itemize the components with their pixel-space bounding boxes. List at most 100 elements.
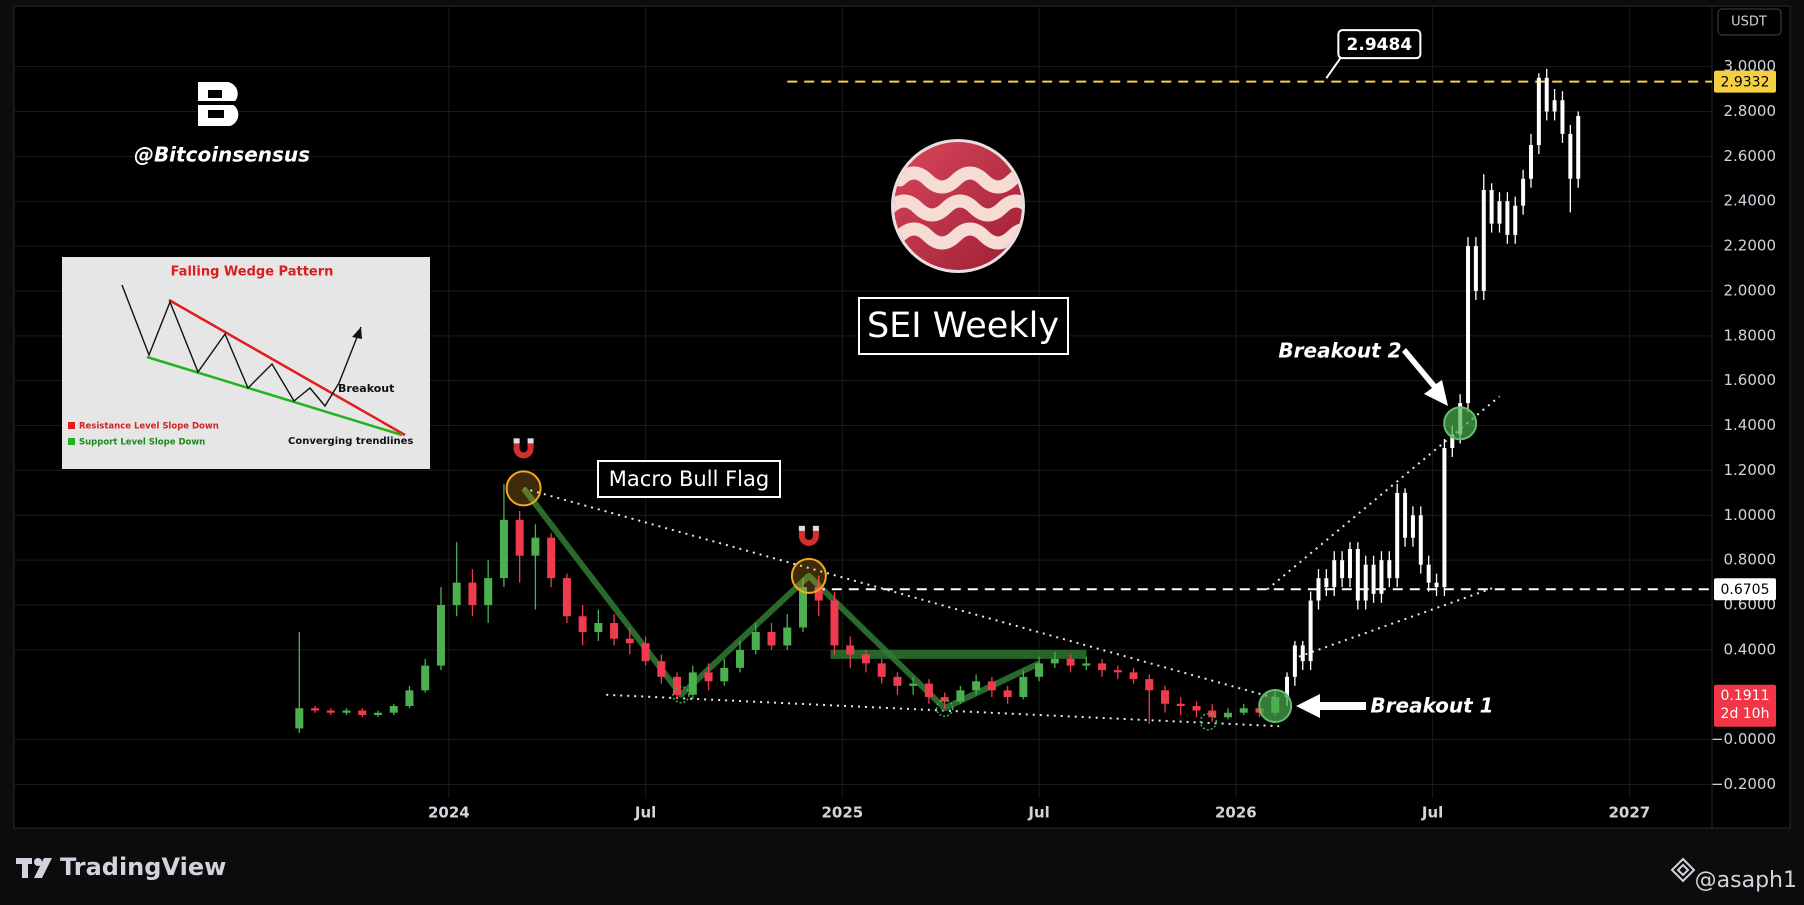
candle-body — [1552, 100, 1557, 112]
breakout-1-label: Breakout 1 — [1370, 694, 1493, 718]
footer-author: @asaph1 — [1695, 868, 1797, 893]
inset-converging: Converging trendlines — [288, 436, 413, 447]
candle-body — [940, 697, 949, 702]
candle-body — [1544, 77, 1549, 112]
inset-resistance: Resistance Level Slope Down — [79, 422, 219, 432]
candle-body — [1379, 560, 1384, 594]
candle-body — [1418, 515, 1423, 565]
candle-body — [1568, 133, 1573, 179]
candle-body — [547, 537, 556, 579]
magnet-point — [505, 470, 542, 507]
magnet-point — [790, 557, 827, 594]
breakout-2-label: Breakout 2 — [1278, 339, 1401, 363]
x-tick-label: Jul — [634, 804, 656, 822]
candle-body — [956, 690, 965, 702]
pattern-label: Macro Bull Flag — [609, 467, 769, 491]
candle-body — [1528, 145, 1533, 179]
candle-body — [798, 587, 807, 628]
candle-body — [861, 654, 870, 664]
candle-body — [1066, 658, 1075, 666]
candle-body — [783, 627, 792, 646]
candle-body — [578, 616, 587, 632]
inset-background — [62, 257, 430, 469]
candle-body — [657, 661, 666, 677]
candle-body — [610, 622, 619, 639]
candle-body — [342, 710, 351, 713]
candle-body — [846, 645, 855, 655]
touch-point — [1199, 712, 1218, 731]
candle-body — [751, 631, 760, 650]
title-box — [858, 297, 1069, 355]
overlays: 2.9332 0.6705 0.1911 2d 10h 2.9484 — [505, 29, 1776, 731]
trendline — [1266, 395, 1501, 591]
candle-body — [767, 631, 776, 646]
y-tick-label: −0.2000 — [1711, 775, 1776, 793]
candle-body — [515, 519, 524, 556]
candle-body — [468, 582, 477, 606]
candle-body — [1239, 708, 1248, 713]
y-tick-label: 0.4000 — [1724, 640, 1777, 658]
candle-body — [1113, 670, 1122, 673]
price-label: 0.6705 — [1721, 582, 1770, 598]
candle-body — [1050, 658, 1059, 664]
candle-body — [673, 676, 682, 695]
inset: Falling Wedge Pattern Breakout Resistanc… — [62, 257, 430, 469]
candle-body — [1513, 205, 1518, 235]
candle-body — [1019, 676, 1028, 698]
candle-body — [1176, 703, 1185, 707]
candle-body — [436, 605, 445, 666]
candle-body — [625, 638, 634, 644]
y-tick-label: 2.6000 — [1724, 147, 1777, 165]
candle-body — [893, 676, 902, 686]
candle-body — [1521, 178, 1526, 206]
magnet-tip — [812, 525, 819, 531]
magnet-tip — [527, 438, 534, 444]
candle-body — [1308, 600, 1313, 662]
y-tick-label: 2.2000 — [1724, 237, 1777, 255]
y-tick-label: 1.8000 — [1724, 326, 1777, 344]
x-tick-label: 2025 — [821, 804, 863, 822]
candle-body — [720, 667, 729, 682]
inset-arrow — [352, 327, 362, 339]
pattern-box — [597, 460, 781, 498]
candle-body — [1316, 578, 1321, 601]
candle-body — [1300, 645, 1305, 662]
brand-logo — [190, 82, 242, 126]
candle-body — [1192, 706, 1201, 711]
candle-body — [877, 663, 886, 677]
candle-body — [909, 683, 918, 686]
candle-body — [814, 587, 823, 601]
breakout-point — [1258, 689, 1293, 724]
candle-body — [1347, 548, 1352, 579]
candle-body — [295, 708, 304, 729]
candle-body — [358, 710, 367, 715]
candle-body — [1450, 434, 1455, 448]
candle-body — [1536, 77, 1541, 146]
candle-body — [1371, 564, 1376, 594]
callout-box — [1337, 29, 1422, 60]
candle-body — [562, 578, 571, 617]
inset-breakout: Breakout — [338, 382, 394, 395]
candle-body — [1161, 690, 1170, 704]
currency: USDT — [1731, 15, 1767, 30]
author-icon — [1670, 857, 1696, 883]
price-label: 2.9332 — [1721, 75, 1770, 91]
candle-body — [421, 665, 430, 691]
candle-body — [1442, 447, 1447, 588]
candle-body — [1324, 578, 1329, 588]
magnet-tip — [513, 438, 520, 444]
callout-pointer — [1325, 57, 1342, 79]
candle-body — [405, 690, 414, 707]
currency-box — [1717, 8, 1782, 36]
x-tick-label: 2027 — [1608, 804, 1650, 822]
candle-body — [987, 681, 996, 691]
y-tick-label: 1.2000 — [1724, 461, 1777, 479]
countdown: 2d 10h — [1721, 706, 1770, 722]
inset-title: Falling Wedge Pattern — [171, 265, 334, 280]
candle-body — [1332, 560, 1337, 588]
candle-body — [1292, 645, 1297, 677]
magnet-tip — [798, 525, 805, 531]
candle-body — [452, 582, 461, 606]
price-label-box — [1714, 578, 1776, 601]
